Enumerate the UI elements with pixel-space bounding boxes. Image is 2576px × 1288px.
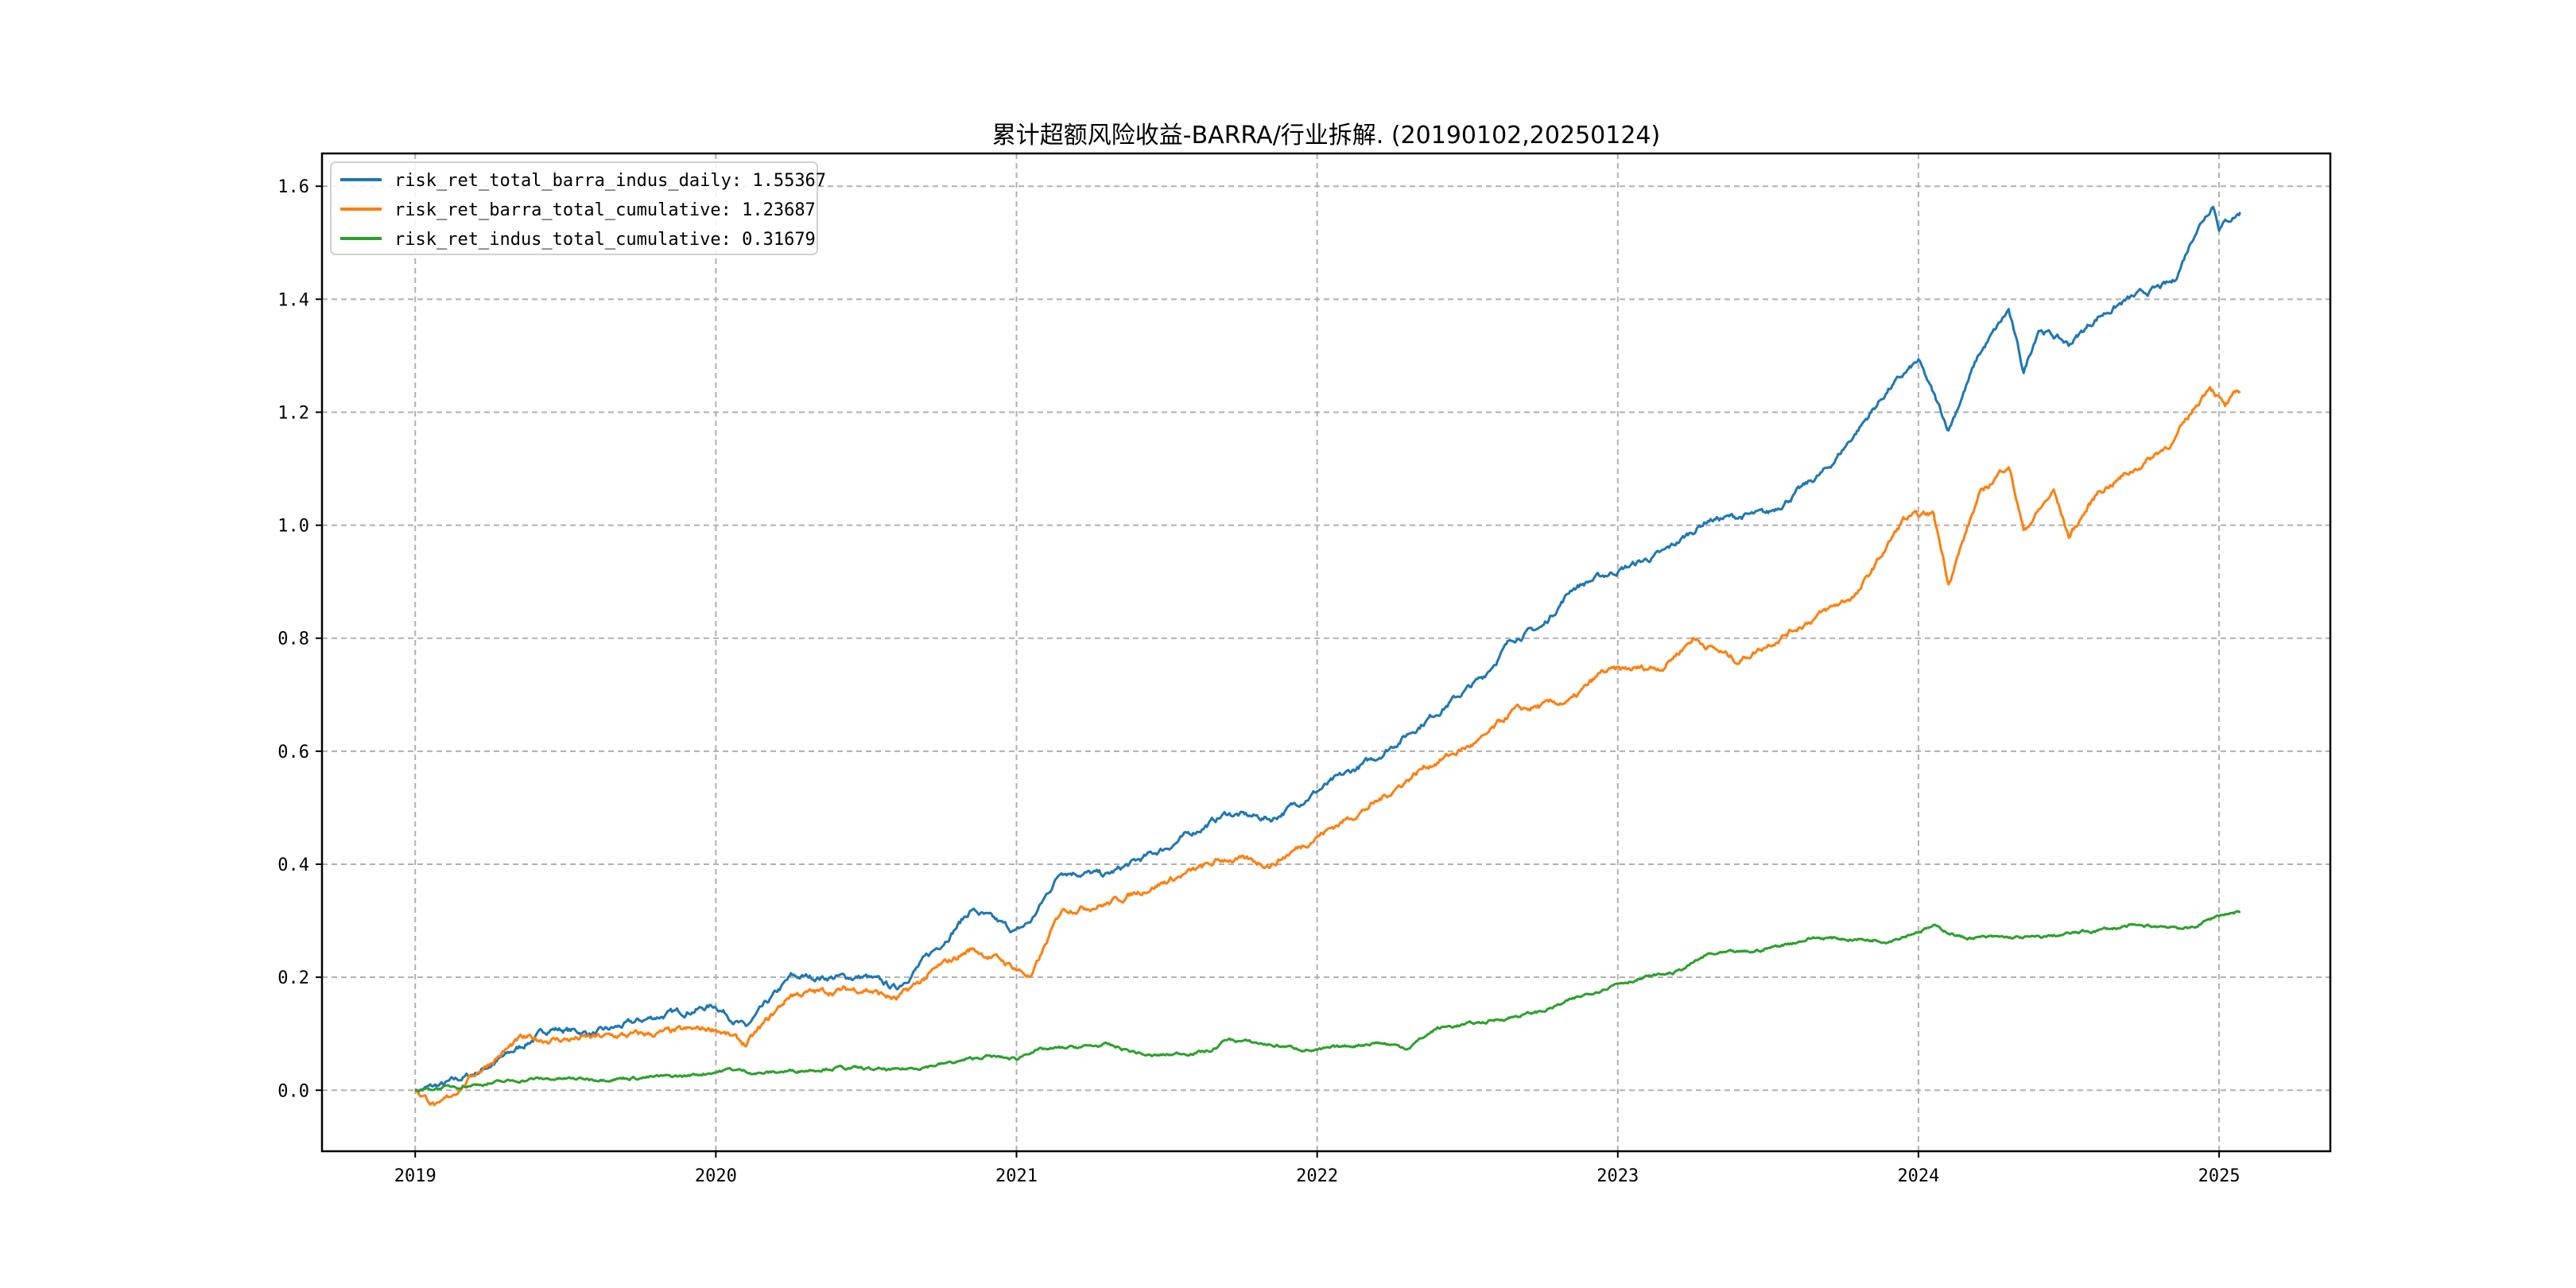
legend: risk_ret_total_barra_indus_daily: 1.5536…	[330, 161, 826, 255]
y-tick-label: 0.8	[277, 630, 309, 650]
legend-box	[330, 161, 818, 255]
legend-label: risk_ret_total_barra_indus_daily: 1.5536…	[394, 171, 826, 191]
x-tick-label: 2025	[2198, 1166, 2240, 1186]
x-tick-label: 2024	[1897, 1166, 1939, 1186]
y-tick-label: 0.2	[277, 968, 309, 988]
x-tick-label: 2020	[695, 1166, 737, 1186]
legend-label: risk_ret_indus_total_cumulative: 0.31679	[394, 230, 816, 250]
y-tick-label: 0.4	[277, 855, 309, 875]
series-line-risk_ret_barra_total_cumulative	[414, 386, 2241, 1107]
series-line-risk_ret_indus_total_cumulative	[415, 910, 2241, 1092]
x-axis: 2019 2020 2021 2022 2023 2024 2025	[394, 1151, 2240, 1186]
y-axis: 0.0 0.2 0.4 0.6 0.8 1.0 1.2 1.4 1.6	[277, 177, 322, 1101]
x-tick-label: 2022	[1296, 1166, 1338, 1186]
legend-label: risk_ret_barra_total_cumulative: 1.23687	[394, 200, 816, 220]
series-line-risk_ret_total_barra_indus_daily	[414, 205, 2241, 1093]
x-tick-label: 2019	[394, 1166, 436, 1186]
x-tick-label: 2023	[1596, 1166, 1639, 1186]
y-tick-label: 0.6	[277, 743, 309, 762]
y-tick-label: 1.6	[277, 177, 309, 197]
y-tick-label: 1.4	[277, 290, 309, 310]
x-tick-label: 2021	[995, 1166, 1038, 1186]
y-tick-label: 1.0	[277, 517, 309, 537]
series-lines	[414, 205, 2241, 1107]
grid	[322, 153, 2330, 1151]
y-tick-label: 0.0	[277, 1081, 309, 1101]
axes-frame	[320, 152, 2332, 1153]
chart-title: 累计超额风险收益-BARRA/行业拆解. (20190102,20250124)	[992, 122, 1660, 149]
y-tick-label: 1.2	[277, 403, 309, 423]
